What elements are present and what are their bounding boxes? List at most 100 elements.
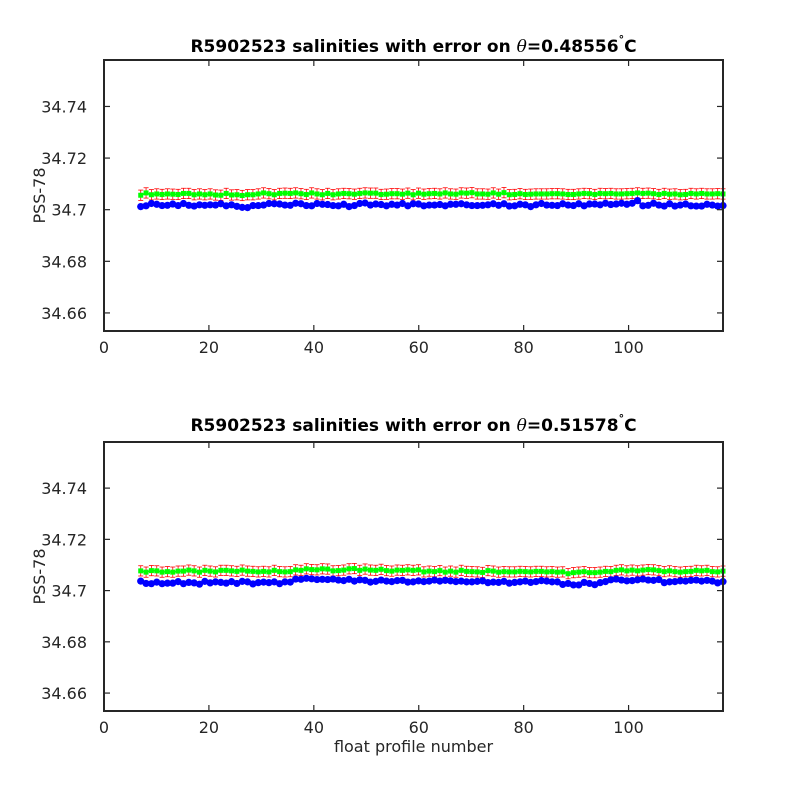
data-point-blue [409, 200, 417, 208]
data-point-green [394, 191, 400, 197]
data-point-blue [265, 579, 273, 587]
data-point-green [522, 569, 528, 575]
data-point-green [383, 191, 389, 197]
data-point-blue [655, 201, 663, 209]
y-axis-label: PSS-78 [30, 548, 49, 604]
data-point-blue [580, 578, 588, 586]
data-point-blue [575, 581, 583, 589]
data-point-green [586, 570, 592, 576]
data-point-green [704, 191, 710, 197]
data-point-green [309, 567, 315, 573]
data-point-green [239, 567, 245, 573]
data-point-green [277, 569, 283, 575]
data-point-green [565, 191, 571, 197]
y-tick-label: 34.7 [51, 201, 87, 220]
y-tick-label: 34.68 [41, 252, 87, 271]
data-point-blue [270, 200, 278, 208]
data-point-green [432, 569, 438, 575]
data-point-green [480, 191, 486, 197]
data-point-green [506, 192, 512, 198]
data-point-green [335, 191, 341, 197]
data-point-blue [548, 201, 556, 209]
data-point-blue [281, 201, 289, 209]
data-point-green [485, 191, 491, 197]
data-point-green [667, 568, 673, 574]
data-point-green [367, 567, 373, 573]
data-point-green [709, 569, 715, 575]
data-point-blue [612, 200, 620, 208]
data-point-green [506, 569, 512, 575]
data-point-green [629, 190, 635, 196]
data-point-blue [612, 575, 620, 583]
title-prefix: R5902523 salinities with error on [190, 37, 516, 57]
data-point-green [469, 190, 475, 196]
data-point-blue [687, 202, 695, 210]
data-point-blue [420, 578, 428, 586]
data-point-green [715, 191, 721, 197]
data-point-green [303, 566, 309, 572]
data-point-green [538, 568, 544, 574]
data-point-blue [468, 201, 476, 210]
axes-frame [103, 59, 724, 332]
data-point-green [373, 567, 379, 573]
data-point-green [490, 190, 496, 196]
data-point-green [442, 569, 448, 575]
y-tick-label: 34.66 [41, 684, 87, 703]
data-point-green [394, 567, 400, 573]
data-point-green [592, 191, 598, 197]
data-point-green [202, 567, 208, 573]
data-point-green [651, 567, 657, 573]
data-point-green [474, 191, 480, 197]
data-point-blue [682, 577, 690, 585]
data-point-blue [516, 200, 524, 208]
data-point-blue [425, 577, 433, 585]
title-degree: ° [619, 33, 625, 46]
data-point-green [421, 191, 427, 197]
data-point-blue [147, 199, 156, 208]
data-point-blue [559, 580, 567, 589]
data-point-blue [617, 199, 626, 207]
data-point-blue [222, 202, 230, 210]
data-point-blue [420, 202, 428, 210]
data-point-blue [676, 577, 684, 585]
chart-top: R5902523 salinities with error on θ=0.48… [30, 33, 727, 357]
data-point-green [164, 191, 170, 197]
data-point-green [672, 191, 678, 197]
data-point-green [560, 569, 566, 575]
data-point-blue [607, 200, 615, 209]
data-point-blue [676, 201, 684, 209]
data-point-green [416, 190, 422, 196]
data-point-green [351, 191, 357, 197]
data-point-blue [644, 576, 652, 584]
data-point-blue [628, 576, 636, 585]
data-point-green [474, 569, 480, 575]
data-point-blue [318, 575, 326, 583]
data-point-blue [473, 577, 481, 585]
data-point-blue [665, 578, 674, 586]
data-point-green [496, 569, 502, 575]
data-point-green [426, 568, 432, 574]
data-point-green [159, 569, 165, 575]
data-point-blue [329, 575, 337, 583]
data-point-green [597, 569, 603, 575]
title-theta: θ [517, 37, 527, 57]
data-point-blue [265, 199, 273, 208]
data-point-blue [414, 577, 423, 585]
y-axis-label: PSS-78 [30, 167, 49, 223]
data-point-blue [639, 202, 647, 210]
data-point-green [688, 568, 694, 574]
data-point-green [266, 191, 272, 197]
data-point-green [213, 569, 219, 575]
data-point-blue [623, 577, 631, 585]
data-point-green [148, 192, 154, 198]
data-point-green [143, 190, 149, 196]
data-point-blue [217, 578, 225, 586]
data-point-green [656, 191, 662, 197]
data-point-green [170, 191, 176, 197]
data-point-green [613, 191, 619, 197]
y-tick-label: 34.72 [41, 149, 87, 168]
data-point-green [298, 567, 304, 573]
data-point-green [389, 191, 395, 197]
data-point-blue [457, 200, 465, 208]
y-tick-label: 34.66 [41, 304, 87, 323]
